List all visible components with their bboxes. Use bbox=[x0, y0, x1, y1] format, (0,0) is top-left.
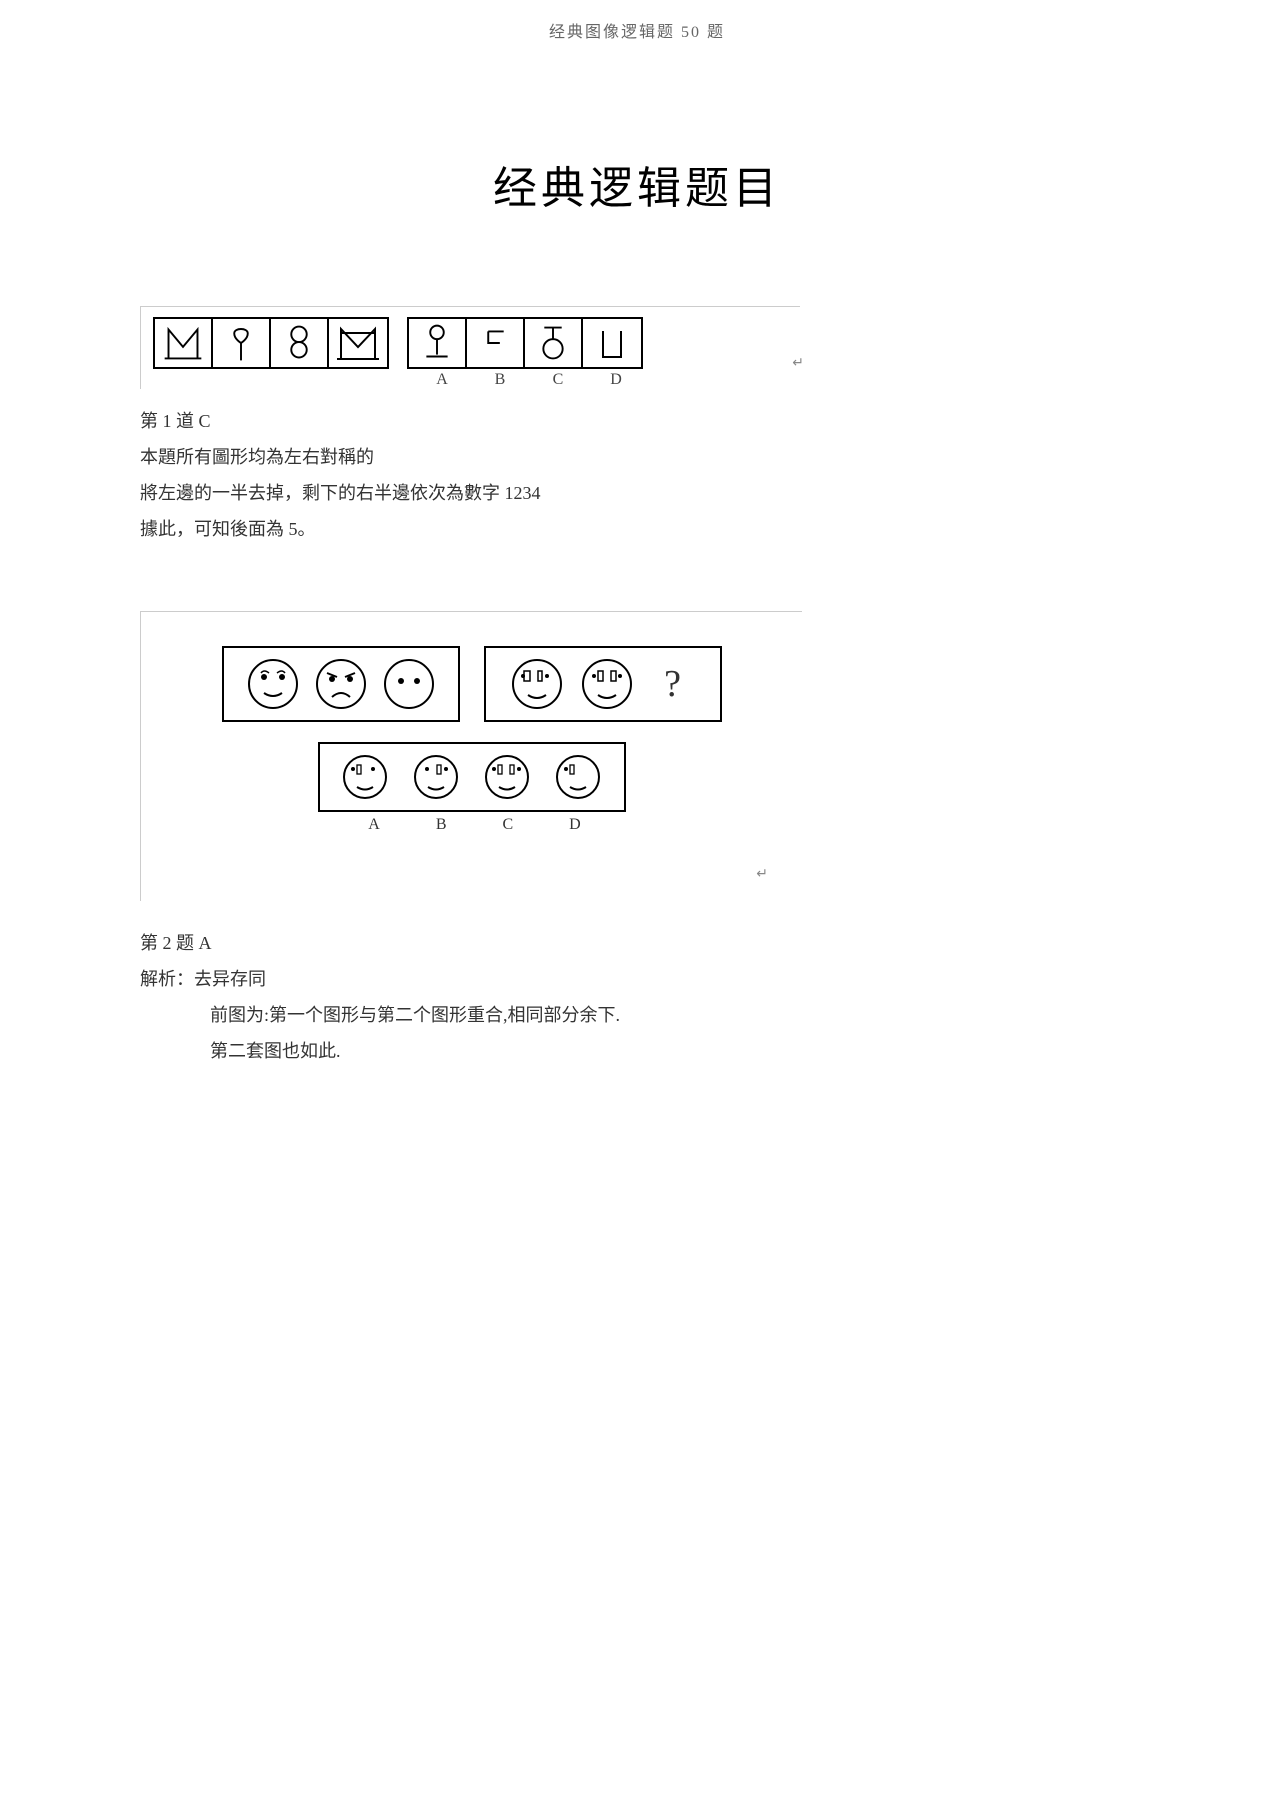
puzzle2-question-box: ? bbox=[484, 646, 722, 722]
return-icon: ↵ bbox=[792, 355, 804, 372]
puzzle2-container: ? bbox=[140, 611, 802, 901]
label-B: B bbox=[493, 371, 507, 389]
p2-answer-B bbox=[410, 751, 462, 803]
puzzle1-answer-B bbox=[467, 319, 525, 367]
puzzle1-explanation: 第 1 道 C 本題所有圖形均為左右對稱的 將左邊的一半去掉，剩下的右半邊依次為… bbox=[140, 403, 1134, 547]
label-C: C bbox=[551, 371, 565, 389]
puzzle2-explanation: 第 2 题 A 解析：去异存同 前图为:第一个图形与第二个图形重合,相同部分余下… bbox=[140, 925, 1134, 1069]
p2-answer-A bbox=[339, 751, 391, 803]
puzzle1-container: ↵ A B C D bbox=[140, 306, 800, 389]
p1-line2: 本題所有圖形均為左右對稱的 bbox=[140, 439, 1134, 475]
content-area: ↵ A B C D 第 1 道 C 本題所有圖形均為左右對稱的 將左邊的一半去掉… bbox=[140, 306, 1134, 1069]
puzzle1-cell-2 bbox=[213, 319, 271, 367]
p2-line3: 前图为:第一个图形与第二个图形重合,相同部分余下. bbox=[140, 997, 1134, 1033]
puzzle1-answer-A bbox=[409, 319, 467, 367]
page-header: 经典图像逻辑题 50 题 bbox=[0, 0, 1274, 42]
face-3 bbox=[380, 655, 438, 713]
puzzle2-pattern-box bbox=[222, 646, 460, 722]
p2-label-D: D bbox=[569, 816, 581, 834]
question-mark: ? bbox=[648, 662, 698, 706]
puzzle2-answers-box bbox=[318, 742, 626, 812]
puzzle1-pattern-group bbox=[153, 317, 389, 369]
p1-line1: 第 1 道 C bbox=[140, 403, 1134, 439]
p2-line4: 第二套图也如此. bbox=[140, 1033, 1134, 1069]
puzzle1-row: ↵ bbox=[153, 317, 788, 369]
face-q1 bbox=[508, 655, 566, 713]
puzzle1-answer-labels: A B C D bbox=[413, 371, 788, 389]
face-q2 bbox=[578, 655, 636, 713]
puzzle2-bottom-row: A B C D bbox=[141, 742, 802, 834]
p2-line1: 第 2 题 A bbox=[140, 925, 1134, 961]
puzzle1-cell-4 bbox=[329, 319, 387, 367]
label-A: A bbox=[435, 371, 449, 389]
p2-label-C: C bbox=[503, 816, 514, 834]
puzzle2-top-row: ? bbox=[141, 646, 802, 722]
puzzle2-answer-labels: A B C D bbox=[362, 816, 580, 834]
p2-label-A: A bbox=[368, 816, 380, 834]
puzzle1-answer-group bbox=[407, 317, 643, 369]
p1-line4: 據此，可知後面為 5。 bbox=[140, 511, 1134, 547]
label-D: D bbox=[609, 371, 623, 389]
puzzle1-cell-3 bbox=[271, 319, 329, 367]
p2-label-B: B bbox=[436, 816, 447, 834]
p1-line3: 將左邊的一半去掉，剩下的右半邊依次為數字 1234 bbox=[140, 475, 1134, 511]
puzzle1-answer-D bbox=[583, 319, 641, 367]
face-1 bbox=[244, 655, 302, 713]
page-title: 经典逻辑题目 bbox=[0, 152, 1274, 216]
p2-line2: 解析：去异存同 bbox=[140, 961, 1134, 997]
return-icon-2: ↵ bbox=[756, 866, 768, 883]
puzzle1-answer-C bbox=[525, 319, 583, 367]
face-2 bbox=[312, 655, 370, 713]
p2-answer-C bbox=[481, 751, 533, 803]
puzzle1-cell-1 bbox=[155, 319, 213, 367]
p2-answer-D bbox=[552, 751, 604, 803]
